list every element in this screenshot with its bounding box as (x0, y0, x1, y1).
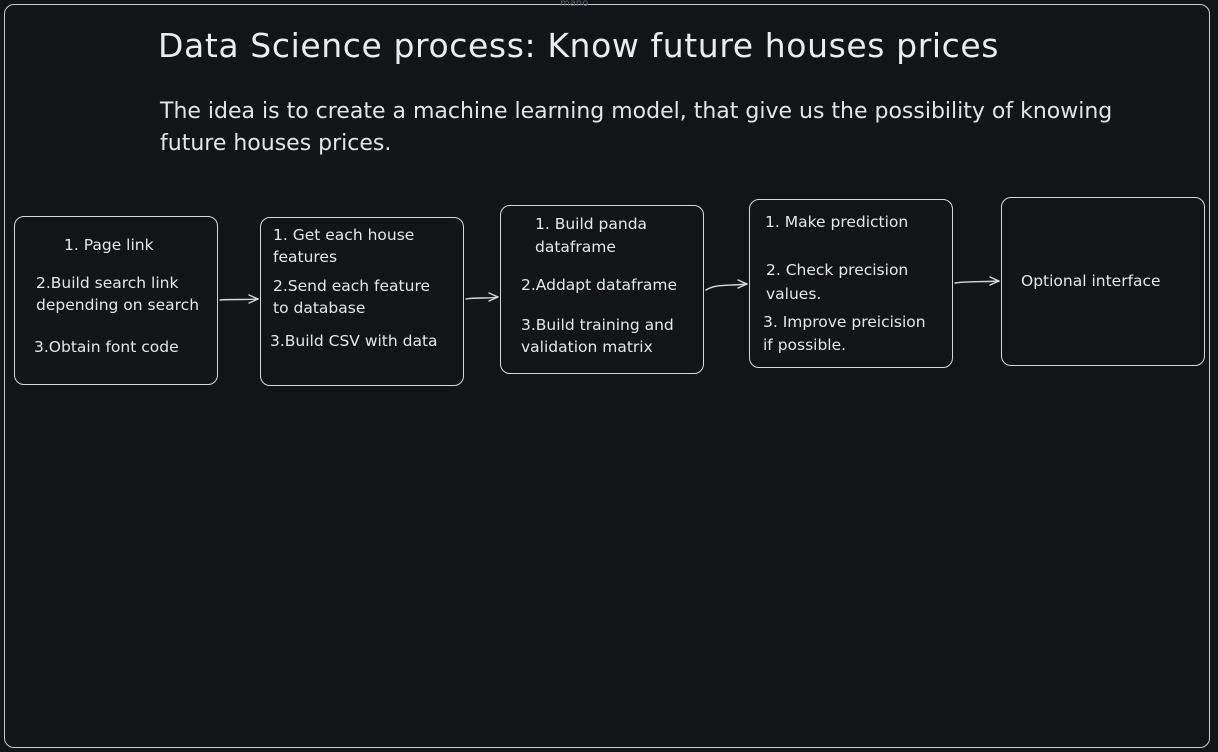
step-1-line-3: depending on search (36, 296, 200, 314)
step-1-line-1: 1. Page link (64, 236, 154, 254)
step-4-line-1: 1. Make prediction (765, 213, 909, 231)
step-4-line-2: 2. Check precision (766, 261, 909, 279)
step-2-line-3: 2.Send each feature (273, 277, 431, 295)
step-2-line-1: 1. Get each house (273, 226, 415, 244)
step-5-line-1: Optional interface (1021, 272, 1161, 290)
step-box-interface[interactable] (1001, 197, 1205, 366)
step-3-line-3: 2.Addapt dataframe (521, 276, 678, 294)
step-2-line-4: to database (273, 299, 366, 317)
step-2-line-2: features (273, 248, 338, 266)
step-box-dataframe[interactable] (500, 205, 704, 374)
step-box-prediction[interactable] (749, 199, 953, 368)
step-box-scraping[interactable] (14, 216, 218, 385)
step-1-line-2: 2.Build search link (36, 274, 179, 292)
diagram-subtitle: The idea is to create a machine learning… (160, 99, 1113, 156)
canvas-frame[interactable] (4, 4, 1210, 748)
step-3-line-5: validation matrix (521, 338, 653, 356)
step-2-line-5: 3.Build CSV with data (270, 332, 438, 350)
step-3-line-4: 3.Build training and (521, 316, 674, 334)
frame-label: mano (560, 0, 589, 9)
step-4-line-3: values. (766, 285, 822, 303)
step-1-line-4: 3.Obtain font code (34, 338, 179, 356)
step-3-line-1: 1. Build panda (535, 215, 648, 233)
diagram-title: Data Science process: Know future houses… (158, 26, 1000, 65)
step-box-features[interactable] (260, 217, 464, 386)
step-4-line-4: 3. Improve preicision (763, 313, 926, 331)
step-3-line-2: dataframe (535, 238, 616, 256)
step-4-line-5: if possible. (763, 336, 847, 354)
